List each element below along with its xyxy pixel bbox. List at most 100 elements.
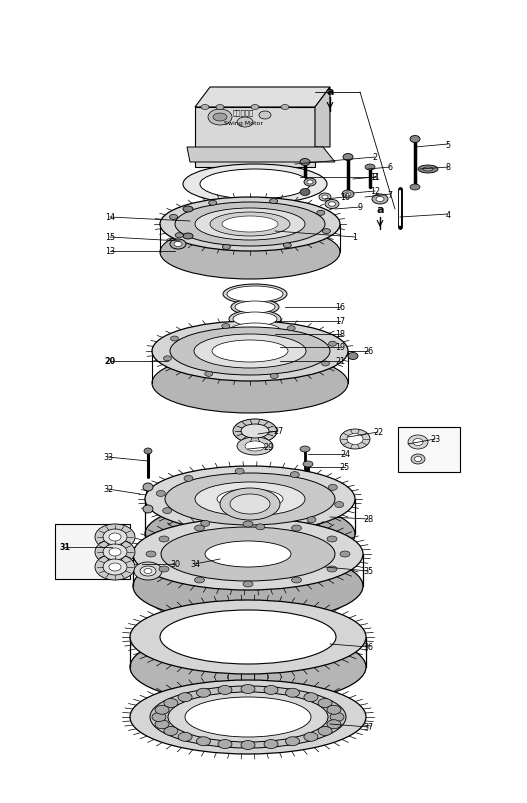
Ellipse shape [270,199,278,204]
Ellipse shape [300,159,310,166]
Ellipse shape [205,541,291,567]
Text: 11: 11 [370,173,380,182]
Text: 3: 3 [373,173,377,182]
Text: 18: 18 [335,330,345,339]
Polygon shape [315,88,330,148]
Text: 23: 23 [430,435,440,444]
Ellipse shape [318,727,332,736]
Ellipse shape [225,321,285,341]
Ellipse shape [241,685,255,694]
Text: 9: 9 [357,203,363,212]
Ellipse shape [220,488,280,520]
Ellipse shape [411,454,425,464]
Ellipse shape [174,243,182,247]
Ellipse shape [218,686,232,695]
Text: 17: 17 [335,317,345,326]
Ellipse shape [160,198,340,251]
Ellipse shape [327,705,341,715]
Ellipse shape [347,434,363,445]
Ellipse shape [410,185,420,191]
Text: 24: 24 [340,450,350,459]
Text: 16: 16 [335,303,345,312]
Ellipse shape [233,419,277,443]
Ellipse shape [95,540,135,565]
Ellipse shape [408,435,428,450]
Ellipse shape [304,693,318,702]
Ellipse shape [184,475,193,482]
Ellipse shape [133,519,363,590]
Text: 1: 1 [353,233,357,243]
Text: 15: 15 [105,233,115,243]
Ellipse shape [318,699,332,707]
Ellipse shape [95,554,135,581]
Ellipse shape [372,195,388,205]
Ellipse shape [195,209,305,241]
Text: 33: 33 [103,453,113,462]
Ellipse shape [109,548,121,556]
Ellipse shape [323,230,330,234]
Ellipse shape [168,692,328,742]
Ellipse shape [270,374,278,379]
Ellipse shape [259,112,271,120]
Ellipse shape [229,324,281,340]
Ellipse shape [286,737,299,746]
Ellipse shape [195,483,305,516]
Text: a: a [326,87,334,97]
Polygon shape [195,88,330,108]
Ellipse shape [208,110,232,126]
Ellipse shape [319,194,331,202]
Ellipse shape [160,226,340,279]
Bar [55,524,130,579]
Ellipse shape [291,577,301,583]
Ellipse shape [243,521,253,528]
Ellipse shape [328,485,337,491]
Ellipse shape [223,284,287,304]
Text: 4: 4 [445,210,451,219]
Ellipse shape [178,732,192,741]
Ellipse shape [175,202,325,247]
Ellipse shape [103,529,127,545]
Ellipse shape [155,719,169,729]
Ellipse shape [418,165,438,173]
Ellipse shape [243,581,253,587]
Ellipse shape [201,520,210,527]
Ellipse shape [170,215,178,220]
Ellipse shape [365,165,375,171]
Ellipse shape [235,469,244,475]
Text: 36: 36 [363,642,373,652]
Ellipse shape [327,566,337,573]
Ellipse shape [222,324,230,329]
Text: 28: 28 [363,515,373,524]
Text: 8: 8 [445,163,451,173]
Ellipse shape [145,501,355,567]
Ellipse shape [163,357,171,361]
Text: 21: 21 [335,357,345,366]
Text: 25: 25 [340,463,350,472]
Ellipse shape [109,533,121,541]
Ellipse shape [194,525,204,532]
Ellipse shape [300,190,310,196]
Ellipse shape [194,577,204,583]
Ellipse shape [171,336,179,341]
Ellipse shape [415,457,422,462]
Ellipse shape [343,154,353,161]
Ellipse shape [155,705,169,715]
Text: 14: 14 [105,214,115,222]
Ellipse shape [109,563,121,571]
Ellipse shape [146,552,156,557]
Ellipse shape [222,245,230,250]
Ellipse shape [152,353,348,414]
Ellipse shape [241,740,255,749]
Ellipse shape [140,566,156,577]
Ellipse shape [210,213,290,237]
Ellipse shape [287,326,295,332]
Text: 31: 31 [60,543,71,552]
Ellipse shape [165,474,335,525]
Ellipse shape [197,737,210,746]
Text: 旋回モータ: 旋回モータ [232,109,253,116]
Ellipse shape [185,697,311,737]
Ellipse shape [229,311,281,328]
Ellipse shape [217,489,283,509]
Ellipse shape [304,732,318,741]
Text: 34: 34 [190,560,200,569]
